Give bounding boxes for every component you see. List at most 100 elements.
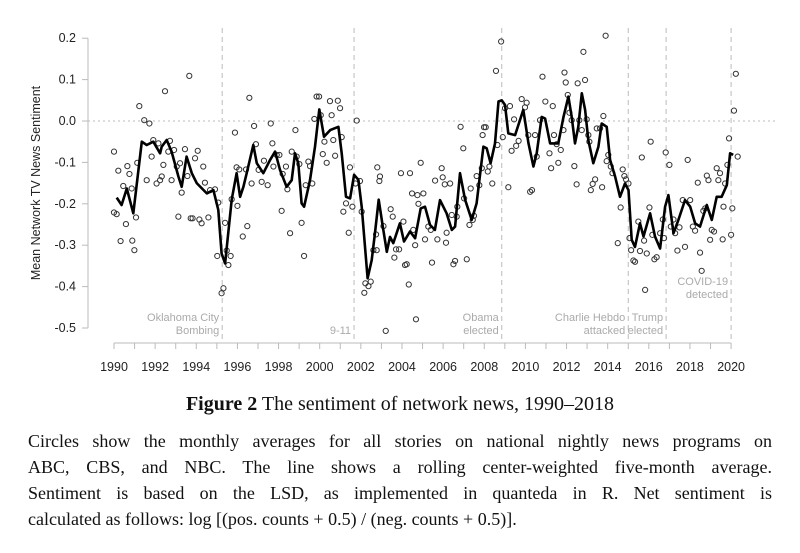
monthly-point [515,137,522,144]
monthly-point [593,125,600,132]
monthly-point [628,247,635,254]
monthly-point [141,117,148,124]
monthly-point [523,99,530,106]
monthly-point [602,32,609,39]
monthly-point [405,281,412,288]
monthly-point [635,218,642,225]
monthly-point [725,135,733,142]
monthly-point [421,236,429,243]
event-label: Charlie Hebdo [555,312,625,324]
monthly-point [728,231,735,238]
monthly-point [267,120,274,127]
monthly-point [640,237,648,244]
monthly-point [391,254,398,261]
monthly-point [546,150,553,157]
monthly-point [194,147,201,154]
monthly-point [528,187,536,194]
monthly-point [442,239,450,246]
monthly-point [168,177,175,184]
x-axis: 1990 1992 1994 1996 1998 2000 2002 2004 2006 2008… [100,342,745,374]
monthly-point [184,172,191,180]
monthly-point [326,98,334,105]
monthly-point [248,180,255,187]
monthly-point [479,131,486,139]
monthly-point [631,258,639,265]
event-label: Trump [632,312,663,324]
monthly-point [434,236,441,243]
monthly-point [492,67,500,75]
monthly-point [260,157,268,164]
monthly-point [580,48,587,55]
y-tick-label: 0.1 [59,73,76,87]
monthly-point [376,173,384,180]
y-tick-label: -0.2 [54,197,76,211]
event-label: COVID-19 [677,276,728,288]
monthly-point [175,213,182,220]
monthly-point [406,170,414,177]
monthly-point [508,147,515,154]
monthly-point [450,261,457,268]
monthly-point [389,213,396,220]
monthly-point [694,179,701,186]
monthly-point [730,107,738,114]
monthly-point [548,165,555,172]
monthly-point [186,72,193,79]
x-tick-label: 2006 [429,360,457,374]
monthly-point [713,165,720,172]
monthly-point [643,250,650,257]
monthly-point [342,200,350,207]
monthly-point [321,138,328,145]
monthly-point [362,280,369,287]
figure-caption-title: Figure 2 The sentiment of network news, … [0,393,800,416]
monthly-point [161,88,169,95]
monthly-point [292,127,299,134]
monthly-point [439,174,446,181]
monthly-point [498,38,505,45]
monthly-point [244,223,251,230]
monthly-point [270,163,277,170]
monthly-point [557,146,564,154]
monthly-point [214,252,221,260]
monthly-point [315,93,323,100]
monthly-point [227,252,234,260]
monthly-point [451,257,459,265]
monthly-point [146,120,153,127]
event-label: detected [686,289,728,301]
monthly-point [653,254,660,261]
monthly-point [328,112,335,119]
monthly-point [732,70,739,77]
monthly-point [269,140,276,147]
x-tick-label: 2010 [511,360,539,374]
monthly-point [334,97,341,104]
monthly-point [603,158,610,165]
monthly-point [447,180,454,187]
monthly-point [376,177,383,185]
monthly-point [136,102,143,110]
x-tick-label: 2012 [553,360,581,374]
monthly-point [662,149,669,156]
monthly-point [288,148,295,155]
monthly-point [674,247,681,254]
monthly-point [489,180,496,187]
monthly-point [600,112,607,120]
monthly-point [527,188,534,195]
monthly-point [482,124,489,131]
x-tick-label: 1994 [182,360,210,374]
monthly-point [346,164,354,171]
monthly-point [128,185,135,192]
monthly-point [561,69,568,76]
monthly-point [719,236,726,243]
monthly-point [400,218,407,225]
monthly-point [642,286,649,294]
monthly-point [578,127,585,134]
monthly-point [246,94,253,101]
monthly-point [286,230,294,237]
monthly-point [550,131,558,139]
monthly-point [510,116,518,123]
monthly-point [319,151,326,158]
monthly-point [420,190,427,197]
caption-line: Circles show the monthly averages for al… [28,431,772,451]
monthly-point [126,170,133,178]
